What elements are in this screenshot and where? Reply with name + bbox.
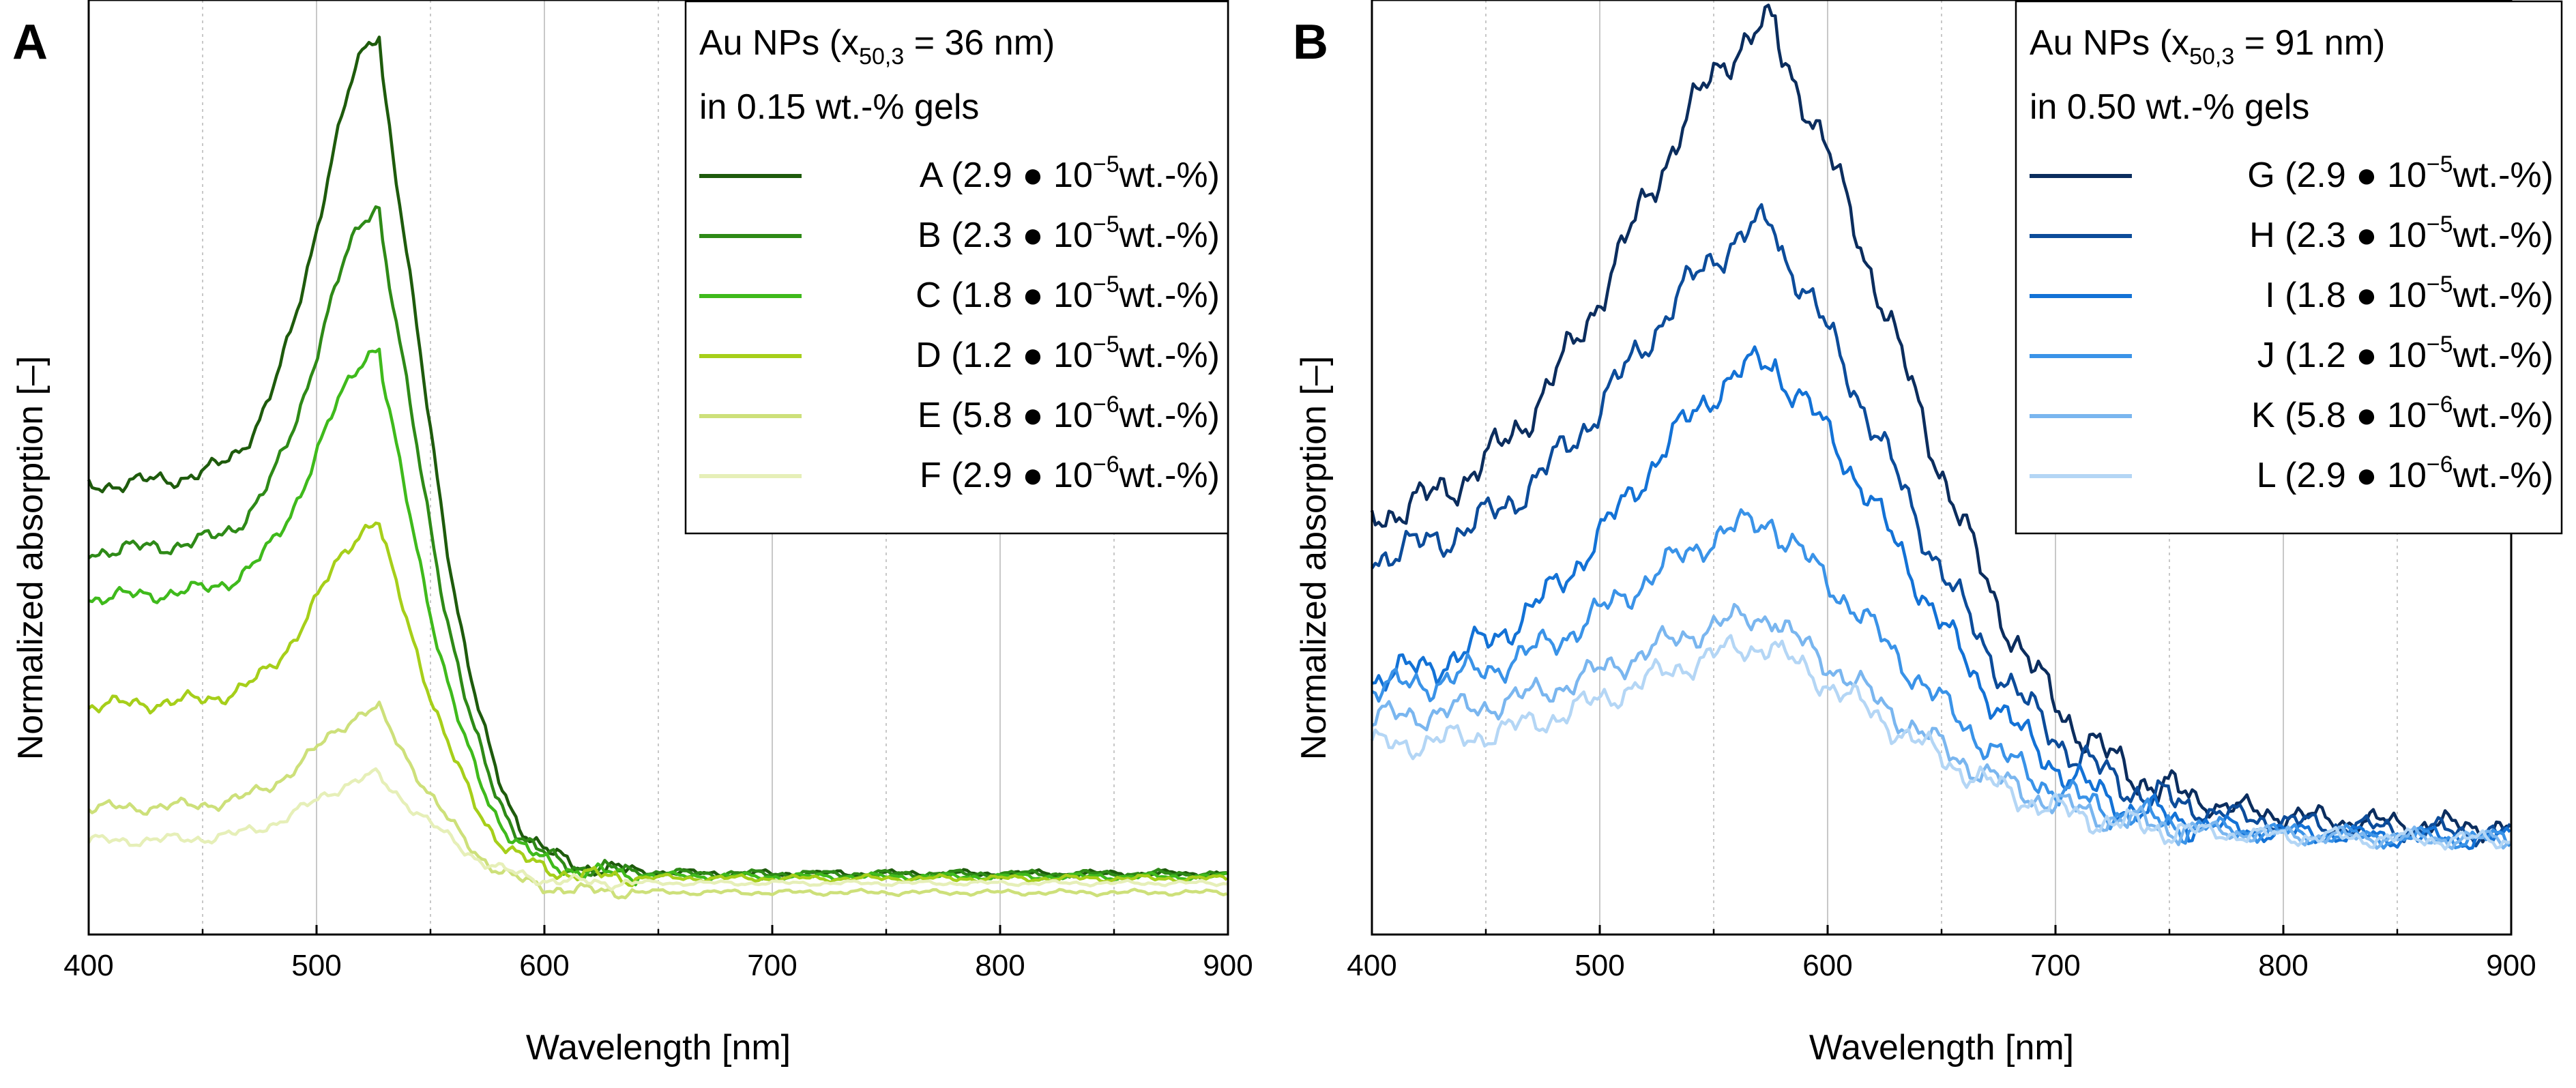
x-tick-label: 400 <box>1347 949 1396 982</box>
legend-label-H: H (2.3 ● 10−5wt.-%) <box>2249 211 2553 255</box>
panel-b-y-axis-title: Normalized absorption [–] <box>1294 356 1334 761</box>
series-line-L <box>1370 634 2511 851</box>
legend-label-I: I (1.8 ● 10−5wt.-%) <box>2265 271 2553 315</box>
panel-b: B Normalized absorption [–] Wavelength [… <box>1293 0 2563 1068</box>
legend-label-A: A (2.9 ● 10−5wt.-%) <box>920 151 1220 195</box>
legend-label-E: E (5.8 ● 10−6wt.-%) <box>918 392 1220 435</box>
panel-a-series <box>87 35 1228 900</box>
panel-b-series <box>1370 3 2512 851</box>
x-tick-label: 800 <box>2258 949 2308 982</box>
series-line-G <box>1370 3 2511 844</box>
series-line-H <box>1371 203 2512 848</box>
series-line-B <box>87 205 1227 880</box>
series-line-F <box>87 767 1227 892</box>
panel-a-legend-box <box>684 0 1229 535</box>
panel-b-letter: B <box>1293 15 1328 70</box>
panel-b-legend-entries: G (2.9 ● 10−5wt.-%) H (2.3 ● 10−5wt.-%) I … <box>2030 151 2553 495</box>
legend-label-B: B (2.3 ● 10−5wt.-%) <box>918 211 1220 255</box>
panel-b-x-ticks: 400 500 600 700 800 900 <box>1347 925 2536 982</box>
x-tick-label: 500 <box>1575 949 1624 982</box>
panel-a-x-ticks: 400 500 600 700 800 900 <box>63 925 1253 982</box>
panel-a-letter: A <box>12 15 48 70</box>
panel-a: A Normalized absorption [–] Wavelength [… <box>11 0 1253 1068</box>
legend-label-J: J (1.2 ● 10−5wt.-%) <box>2257 332 2553 375</box>
panel-a-legend: Au NPs (x50,3 = 36 nm) in 0.15 wt.-% gel… <box>684 0 1229 535</box>
series-line-A <box>87 35 1227 880</box>
legend-label-C: C (1.8 ● 10−5wt.-%) <box>916 271 1220 315</box>
legend-label-G: G (2.9 ● 10−5wt.-%) <box>2247 151 2553 195</box>
x-tick-label: 900 <box>2486 949 2536 982</box>
panel-b-legend-title: Au NPs (x50,3 = 91 nm) <box>2030 23 2385 70</box>
panel-a-legend-subtitle: in 0.15 wt.-% gels <box>699 87 979 127</box>
x-tick-label: 700 <box>2030 949 2080 982</box>
panel-b-legend-subtitle: in 0.50 wt.-% gels <box>2030 87 2309 127</box>
legend-label-L: L (2.9 ● 10−6wt.-%) <box>2257 452 2553 495</box>
series-line-D <box>87 521 1228 887</box>
x-tick-label: 800 <box>975 949 1025 982</box>
x-tick-label: 500 <box>291 949 341 982</box>
legend-label-K: K (5.8 ● 10−6wt.-%) <box>2251 392 2553 435</box>
panel-b-x-axis-title: Wavelength [nm] <box>1809 1028 2074 1068</box>
panel-a-y-axis-title: Normalized absorption [–] <box>11 356 50 761</box>
series-line-E <box>87 701 1228 900</box>
panel-a-legend-title: Au NPs (x50,3 = 36 nm) <box>699 23 1055 70</box>
x-tick-label: 400 <box>63 949 113 982</box>
panel-a-legend-entries: A (2.9 ● 10−5wt.-%) B (2.3 ● 10−5wt.-%) C … <box>699 151 1220 495</box>
legend-label-D: D (1.2 ● 10−5wt.-%) <box>916 332 1220 375</box>
x-tick-label: 700 <box>747 949 797 982</box>
legend-label-F: F (2.9 ● 10−6wt.-%) <box>920 452 1220 495</box>
x-tick-label: 600 <box>1802 949 1852 982</box>
panel-b-legend-box <box>2015 0 2563 535</box>
panel-b-legend: Au NPs (x50,3 = 91 nm) in 0.50 wt.-% gel… <box>2015 0 2563 535</box>
x-tick-label: 900 <box>1203 949 1253 982</box>
series-line-K <box>1371 602 2511 851</box>
x-tick-label: 600 <box>519 949 569 982</box>
panel-a-x-axis-title: Wavelength [nm] <box>526 1028 791 1068</box>
